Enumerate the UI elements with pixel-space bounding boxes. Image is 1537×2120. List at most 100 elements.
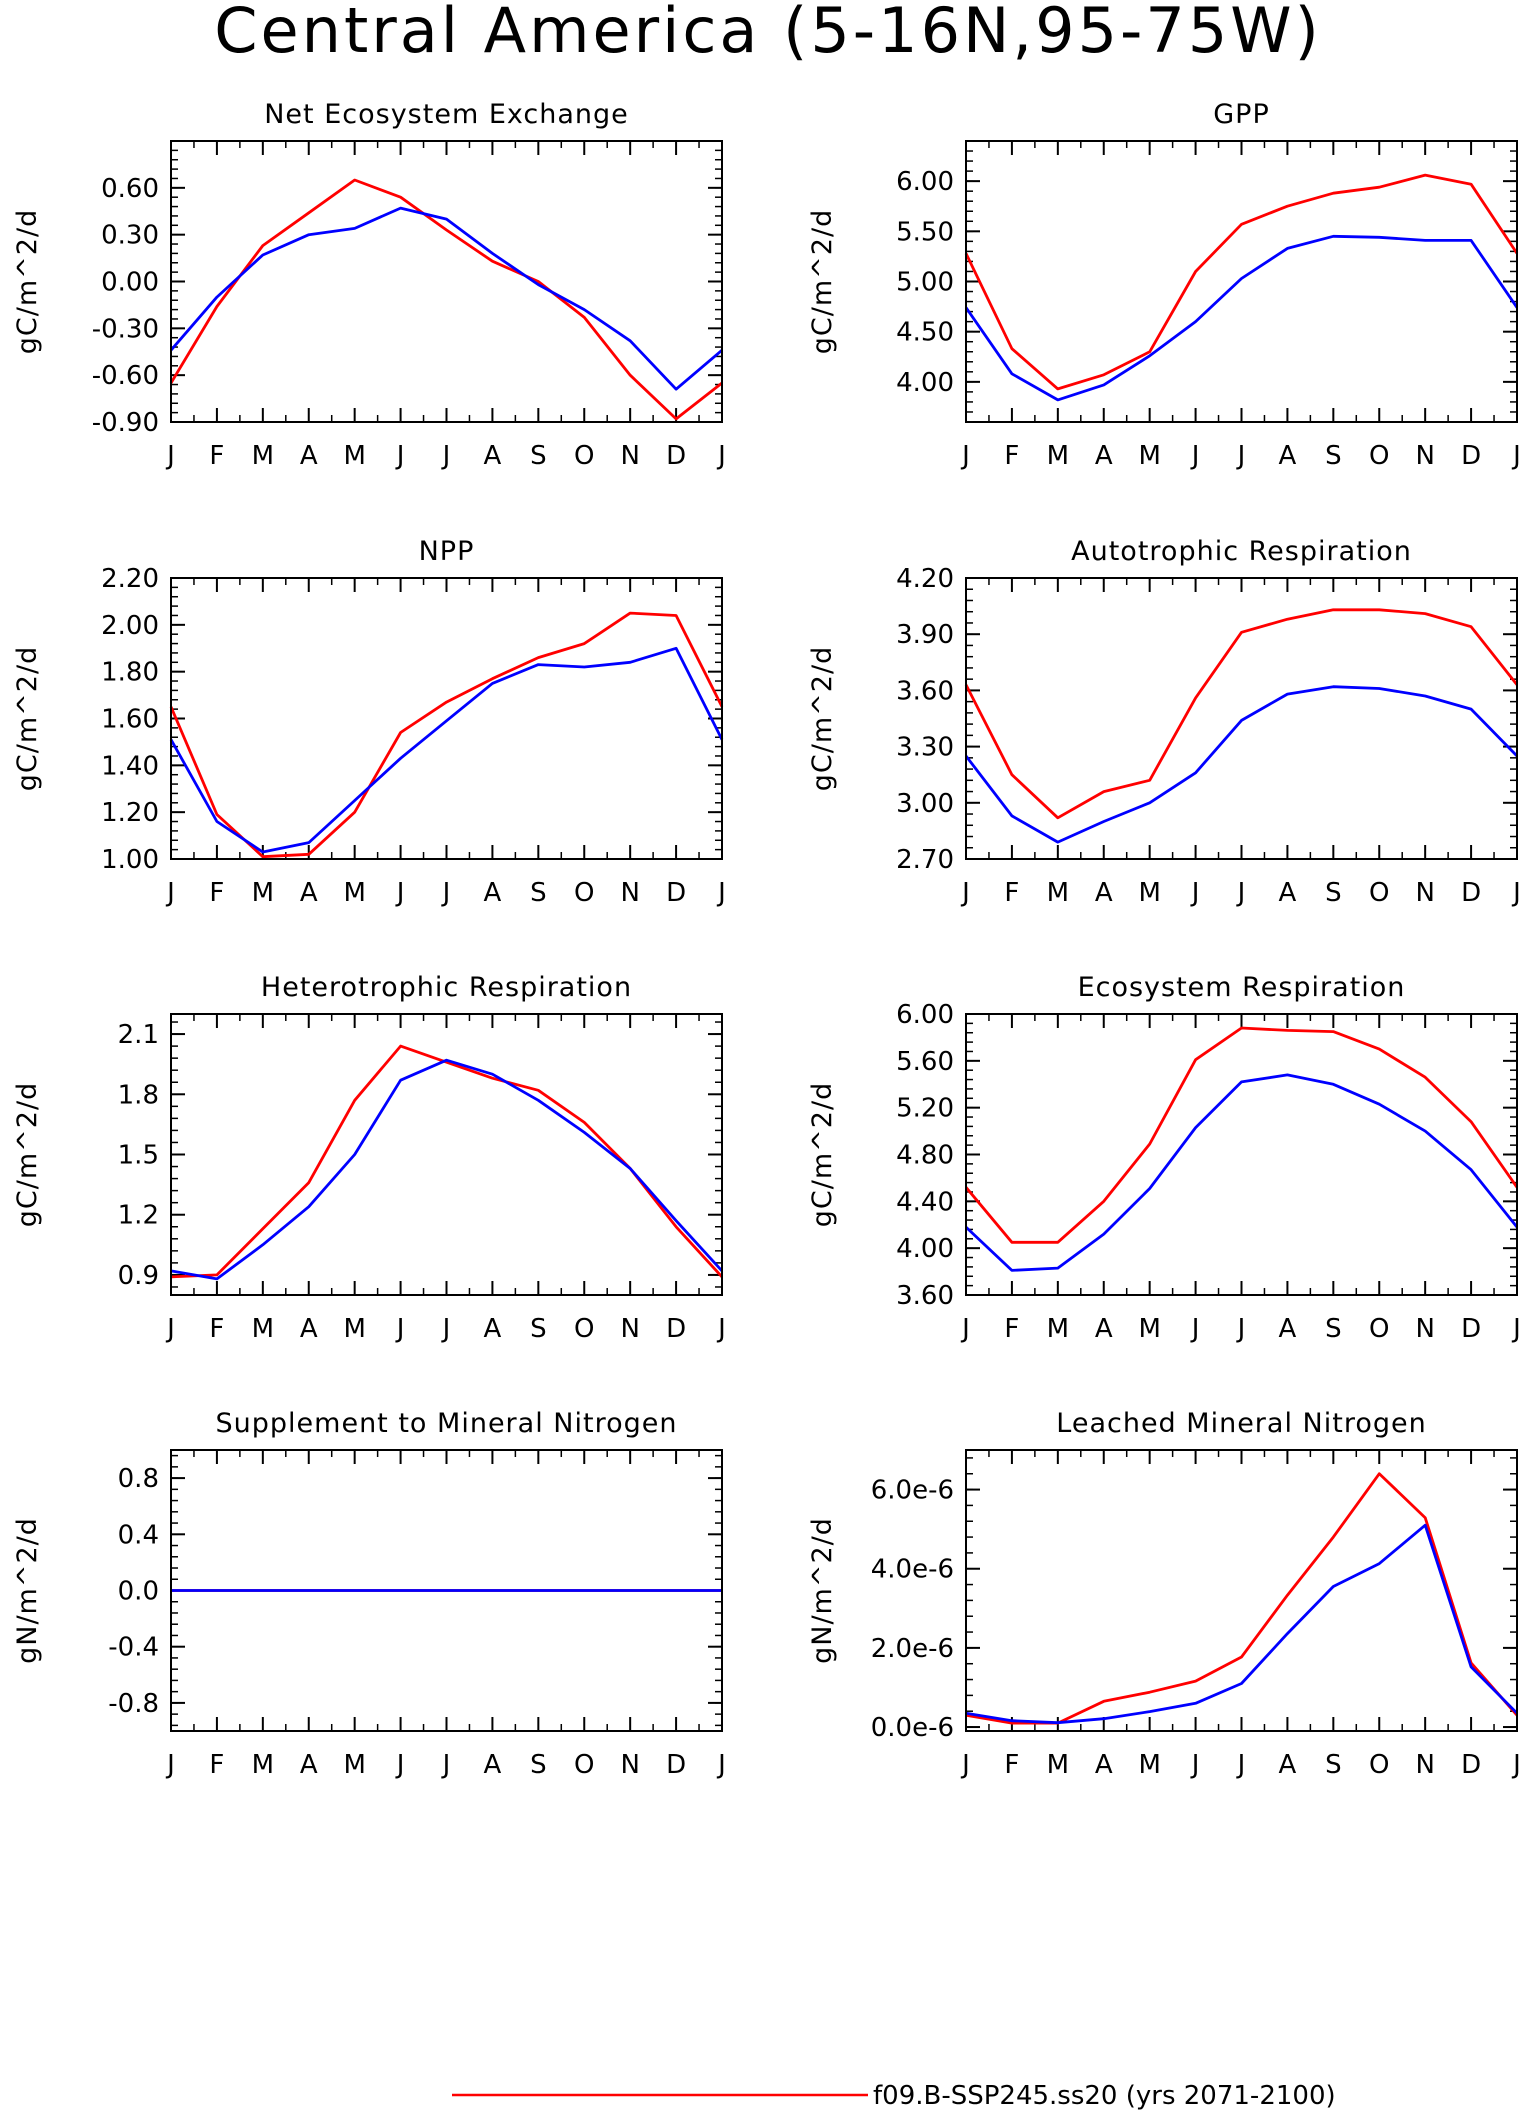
y-tick-label: -0.90 xyxy=(92,408,159,438)
series-line-blue xyxy=(169,206,723,391)
x-tick-label: M xyxy=(343,441,365,471)
x-tick-label: J xyxy=(395,1314,405,1344)
x-tick-label: A xyxy=(300,878,318,908)
x-tick-label: S xyxy=(530,1314,547,1344)
x-tick-label: N xyxy=(620,878,639,908)
y-tick-label: 5.50 xyxy=(896,217,954,247)
x-tick-label: O xyxy=(574,1750,594,1780)
x-tick-label: J xyxy=(1190,1750,1200,1780)
series-line-red xyxy=(169,611,724,859)
x-tick-label: J xyxy=(165,878,175,908)
x-tick-label: N xyxy=(1415,1750,1434,1780)
y-axis-label: gC/m^2/d xyxy=(807,646,838,791)
x-tick-label: A xyxy=(1095,1314,1113,1344)
panel-title: Supplement to Mineral Nitrogen xyxy=(216,1408,678,1439)
x-tick-label: F xyxy=(209,1750,224,1780)
y-tick-label: 2.0e-6 xyxy=(871,1634,954,1664)
x-tick-label: J xyxy=(1511,1750,1521,1780)
y-tick-label: 0.00 xyxy=(101,268,159,298)
y-tick-label: 2.1 xyxy=(118,1020,159,1050)
x-tick-label: J xyxy=(1236,878,1246,908)
x-tick-label: A xyxy=(1279,878,1297,908)
plot-frame xyxy=(965,577,1518,860)
y-axis-label: gC/m^2/d xyxy=(12,646,43,791)
series-line-blue xyxy=(965,1523,1518,1725)
y-tick-label: 6.00 xyxy=(896,167,954,197)
series-line-blue xyxy=(169,646,724,854)
x-tick-label: S xyxy=(1325,441,1342,471)
y-tick-label: 2.00 xyxy=(101,611,159,641)
y-axis-label: gN/m^2/d xyxy=(12,1517,43,1664)
x-tick-label: M xyxy=(252,1750,274,1780)
series-line-red xyxy=(169,178,723,421)
legend-label: f09.B-SSP245.ss20 (yrs 2071-2100) xyxy=(873,2081,1336,2111)
x-tick-label: D xyxy=(1461,441,1481,471)
series-line-blue xyxy=(964,234,1519,402)
y-tick-label: 1.40 xyxy=(101,751,159,781)
series-line-blue xyxy=(964,685,1519,844)
x-tick-label: J xyxy=(960,441,970,471)
x-tick-label: O xyxy=(1369,441,1389,471)
x-tick-label: D xyxy=(666,441,686,471)
y-axis-label: gN/m^2/d xyxy=(807,1517,838,1664)
x-tick-label: N xyxy=(1415,1314,1434,1344)
x-tick-label: A xyxy=(300,1314,318,1344)
series-line-blue xyxy=(965,1073,1519,1272)
x-tick-label: F xyxy=(1004,1314,1019,1344)
y-axis-label: gC/m^2/d xyxy=(807,1082,838,1227)
x-tick-label: O xyxy=(574,1314,594,1344)
panel-title: Leached Mineral Nitrogen xyxy=(1056,1408,1426,1439)
y-tick-label: 0.30 xyxy=(101,221,159,251)
legend: f09.B-SSP245.ss20 (yrs 2071-2100) xyxy=(452,2081,1336,2111)
figure-title: Central America (5-16N,95-75W) xyxy=(214,0,1322,67)
x-tick-label: F xyxy=(1004,878,1019,908)
panel-title: Ecosystem Respiration xyxy=(1078,972,1406,1003)
x-tick-label: J xyxy=(165,1314,175,1344)
panel-title: Net Ecosystem Exchange xyxy=(264,99,629,130)
y-axis-label: gC/m^2/d xyxy=(12,1082,43,1227)
x-tick-label: J xyxy=(716,878,726,908)
series-line-red xyxy=(170,1044,724,1279)
y-tick-label: 1.00 xyxy=(101,845,159,875)
y-tick-label: 3.30 xyxy=(896,733,954,763)
x-tick-label: S xyxy=(1325,1314,1342,1344)
x-tick-label: D xyxy=(666,878,686,908)
series-line-blue xyxy=(170,1058,724,1281)
x-tick-label: J xyxy=(960,1314,970,1344)
x-tick-label: O xyxy=(1369,1750,1389,1780)
x-tick-label: N xyxy=(620,441,639,471)
y-tick-label: 3.60 xyxy=(896,1281,954,1311)
plot-frame xyxy=(965,140,1518,423)
panel-title: Autotrophic Respiration xyxy=(1071,536,1412,567)
x-tick-label: M xyxy=(343,1314,365,1344)
y-tick-label: 1.60 xyxy=(101,705,159,735)
y-tick-label: 3.00 xyxy=(896,789,954,819)
x-tick-label: J xyxy=(1511,441,1521,471)
x-tick-label: A xyxy=(1095,878,1113,908)
plot-frame xyxy=(170,577,723,860)
y-tick-label: 4.80 xyxy=(896,1141,954,1171)
x-tick-label: J xyxy=(395,441,405,471)
x-tick-label: J xyxy=(960,878,970,908)
x-tick-label: M xyxy=(252,1314,274,1344)
x-tick-label: A xyxy=(1279,1314,1297,1344)
x-tick-label: M xyxy=(1047,878,1069,908)
y-tick-label: 5.20 xyxy=(896,1094,954,1124)
x-tick-label: N xyxy=(1415,878,1434,908)
x-tick-label: M xyxy=(343,878,365,908)
x-tick-label: A xyxy=(1279,1750,1297,1780)
y-tick-label: 2.20 xyxy=(101,564,159,594)
x-tick-label: A xyxy=(300,441,318,471)
y-tick-label: 1.80 xyxy=(101,658,159,688)
x-tick-label: M xyxy=(1138,1750,1160,1780)
series-line-red xyxy=(965,1472,1519,1725)
x-tick-label: A xyxy=(484,1750,502,1780)
y-tick-label: 4.0e-6 xyxy=(871,1555,954,1585)
x-tick-label: A xyxy=(1095,1750,1113,1780)
x-tick-label: J xyxy=(1190,1314,1200,1344)
panel-title: Heterotrophic Respiration xyxy=(261,972,632,1003)
x-tick-label: J xyxy=(960,1750,970,1780)
